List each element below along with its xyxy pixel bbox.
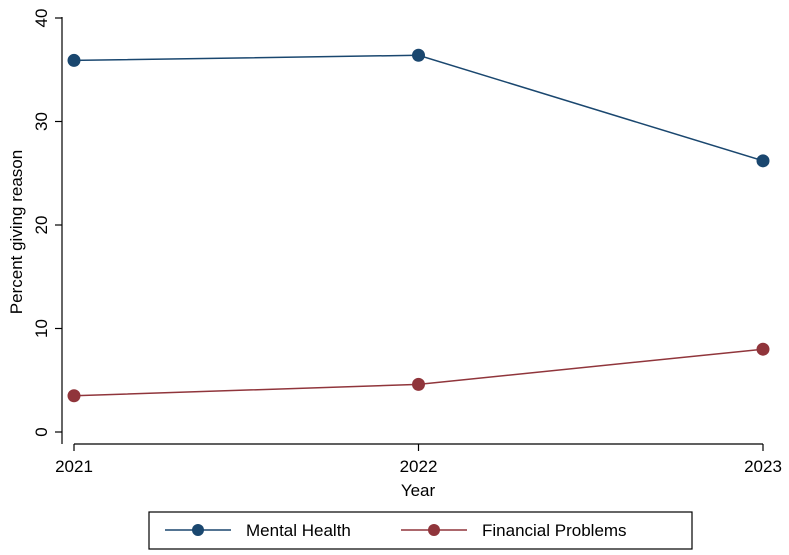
x-axis-title: Year bbox=[401, 481, 436, 500]
data-point-financial-problems bbox=[756, 342, 770, 356]
legend-marker-mental-health bbox=[192, 524, 204, 536]
y-tick-label: 30 bbox=[32, 112, 51, 131]
y-tick-label: 0 bbox=[32, 427, 51, 436]
legend: Mental Health Financial Problems bbox=[148, 511, 693, 550]
x-axis-ticks: 2021 2022 2023 bbox=[55, 444, 782, 476]
y-tick-label: 20 bbox=[32, 216, 51, 235]
plot-area bbox=[62, 0, 778, 446]
legend-label-mental-health: Mental Health bbox=[246, 521, 351, 540]
legend-label-financial-problems: Financial Problems bbox=[482, 521, 627, 540]
data-point-financial-problems bbox=[67, 389, 81, 403]
y-tick-label: 10 bbox=[32, 319, 51, 338]
x-tick-label: 2021 bbox=[55, 457, 93, 476]
series-layer bbox=[67, 48, 770, 403]
x-tick-label: 2023 bbox=[744, 457, 782, 476]
data-point-mental-health bbox=[412, 48, 425, 62]
data-point-mental-health bbox=[756, 154, 770, 168]
y-tick-label: 40 bbox=[32, 9, 51, 28]
legend-marker-financial-problems bbox=[428, 524, 440, 536]
data-point-mental-health bbox=[67, 53, 81, 67]
data-point-financial-problems bbox=[412, 377, 425, 391]
x-tick-label: 2022 bbox=[400, 457, 438, 476]
y-axis-ticks: 0 10 20 30 40 bbox=[32, 9, 62, 437]
y-axis-title: Percent giving reason bbox=[7, 150, 26, 314]
